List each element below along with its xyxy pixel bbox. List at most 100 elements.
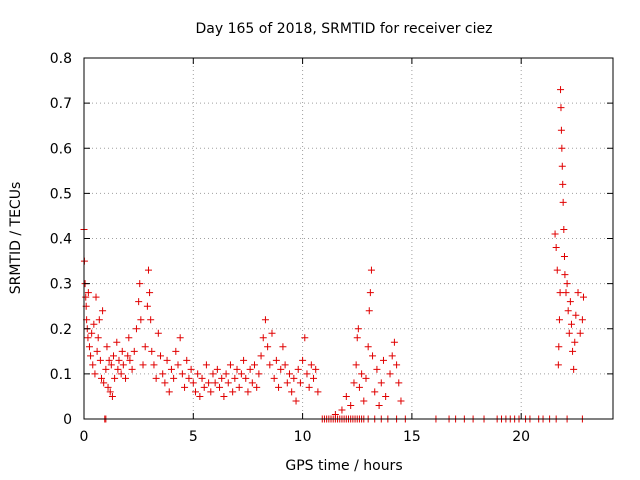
data-point (251, 361, 259, 369)
data-point (314, 388, 322, 396)
data-point (268, 329, 276, 337)
data-point (183, 356, 191, 364)
data-point (229, 388, 237, 396)
x-tick-label: 0 (80, 429, 89, 445)
data-points (80, 86, 587, 423)
data-point (279, 343, 287, 351)
data-point (567, 320, 575, 328)
x-axis-title: GPS time / hours (285, 458, 402, 474)
data-point (290, 374, 298, 382)
data-point (165, 388, 173, 396)
data-point (205, 379, 213, 387)
data-point (154, 329, 162, 337)
data-point (240, 356, 248, 364)
data-point (570, 365, 578, 373)
data-point (99, 307, 107, 315)
data-point (222, 370, 230, 378)
data-point (259, 334, 267, 342)
data-point (114, 365, 122, 373)
data-point (382, 392, 390, 400)
data-point (150, 361, 158, 369)
data-point (103, 343, 111, 351)
data-point (354, 325, 362, 333)
data-point (563, 280, 571, 288)
data-point (312, 365, 320, 373)
y-tick-label: 0.4 (50, 232, 72, 248)
data-point (375, 401, 383, 409)
data-point (130, 347, 138, 355)
data-point (211, 379, 219, 387)
data-point (559, 180, 567, 188)
data-point (288, 388, 296, 396)
data-point (147, 316, 155, 324)
data-point (244, 388, 252, 396)
y-tick-label: 0.1 (50, 367, 72, 383)
data-point (562, 289, 570, 297)
data-point (554, 361, 562, 369)
data-point (194, 370, 202, 378)
data-point (272, 356, 280, 364)
tick-marks (83, 57, 613, 420)
data-point (161, 379, 169, 387)
data-point (196, 392, 204, 400)
data-point (167, 365, 175, 373)
data-point (124, 352, 132, 360)
data-point (266, 361, 274, 369)
y-tick-labels: 0 0.1 0.2 0.3 0.4 0.5 0.6 0.7 0.8 (50, 51, 72, 428)
data-point (105, 356, 113, 364)
data-point (270, 374, 278, 382)
data-point (224, 379, 232, 387)
data-point (128, 365, 136, 373)
data-point (264, 343, 272, 351)
data-point (397, 397, 405, 405)
data-point (377, 379, 385, 387)
data-point (559, 198, 567, 206)
data-point (285, 370, 293, 378)
data-point (82, 293, 90, 301)
data-point (560, 225, 568, 233)
y-tick-label: 0.2 (50, 322, 72, 338)
data-point (261, 316, 269, 324)
data-point (125, 334, 133, 342)
data-point (255, 370, 263, 378)
data-point (560, 253, 568, 261)
data-point (248, 379, 256, 387)
grid (84, 58, 613, 419)
data-point (178, 370, 186, 378)
data-point (362, 374, 370, 382)
data-point (303, 370, 311, 378)
data-point (181, 383, 189, 391)
data-point (301, 334, 309, 342)
data-point (347, 401, 355, 409)
data-point (571, 338, 579, 346)
data-point (350, 379, 358, 387)
data-point (110, 352, 118, 360)
data-point (91, 370, 99, 378)
data-point (296, 379, 304, 387)
data-point (200, 383, 208, 391)
data-point (277, 365, 285, 373)
data-point (198, 374, 206, 382)
data-point (390, 338, 398, 346)
data-point (159, 370, 167, 378)
data-point (172, 347, 180, 355)
x-tick-labels: 0 5 10 15 20 (80, 429, 531, 445)
data-point (379, 356, 387, 364)
data-point (146, 289, 154, 297)
data-point (216, 383, 224, 391)
data-point (117, 370, 125, 378)
data-point (85, 343, 93, 351)
y-tick-label: 0 (63, 412, 72, 428)
data-point (231, 374, 239, 382)
data-point (141, 343, 149, 351)
data-point (558, 162, 566, 170)
data-point (107, 361, 115, 369)
data-point (92, 293, 100, 301)
data-point (358, 370, 366, 378)
data-point (569, 347, 577, 355)
data-point (102, 365, 110, 373)
data-point (152, 374, 160, 382)
data-point (157, 352, 165, 360)
data-point (87, 352, 95, 360)
